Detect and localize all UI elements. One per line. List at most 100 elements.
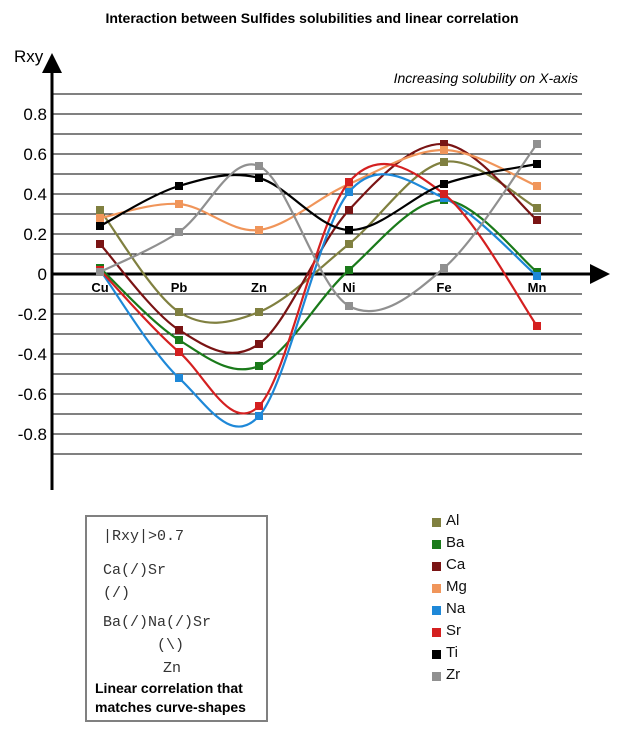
x-axis-arrow bbox=[590, 264, 610, 284]
data-point bbox=[175, 326, 183, 334]
y-tick-labels: 0.8 0.6 0.4 0.2 0 -0.2 -0.4 -0.6 -0.8 bbox=[18, 105, 47, 444]
legend-swatch bbox=[432, 628, 441, 637]
data-point bbox=[175, 200, 183, 208]
data-point bbox=[96, 222, 104, 230]
legend-label: Zr bbox=[446, 666, 461, 683]
data-point bbox=[533, 272, 541, 280]
data-point bbox=[96, 214, 104, 222]
data-point bbox=[345, 240, 353, 248]
series-line bbox=[99, 160, 538, 324]
data-point bbox=[255, 308, 263, 316]
x-category-label: Zn bbox=[251, 280, 267, 295]
data-point bbox=[175, 308, 183, 316]
x-category-label: Ni bbox=[343, 280, 356, 295]
chart-title: Interaction between Sulfides solubilitie… bbox=[105, 10, 518, 26]
data-point bbox=[440, 264, 448, 272]
data-point bbox=[440, 146, 448, 154]
data-point bbox=[533, 160, 541, 168]
y-tick-label: -0.8 bbox=[18, 425, 47, 444]
y-axis-arrow bbox=[42, 53, 62, 73]
legend-swatch bbox=[432, 606, 441, 615]
data-point bbox=[255, 362, 263, 370]
data-point bbox=[255, 412, 263, 420]
notes-caption-line1: Linear correlation that bbox=[95, 680, 243, 696]
legend-label: Mg bbox=[446, 578, 467, 595]
series-al bbox=[96, 158, 541, 324]
x-category-label: Cu bbox=[91, 280, 108, 295]
legend-swatch bbox=[432, 584, 441, 593]
data-point bbox=[255, 174, 263, 182]
legend-label: Na bbox=[446, 600, 466, 617]
series-line bbox=[99, 148, 538, 232]
data-point bbox=[96, 268, 104, 276]
y-tick-label: 0.2 bbox=[23, 225, 47, 244]
data-point bbox=[255, 226, 263, 234]
y-tick-label: 0.8 bbox=[23, 105, 47, 124]
data-point bbox=[440, 158, 448, 166]
notes-line-backslash: (\) bbox=[157, 637, 185, 654]
legend-label: Ti bbox=[446, 644, 458, 661]
y-tick-label: -0.2 bbox=[18, 305, 47, 324]
notes-caption-line2: matches curve-shapes bbox=[95, 699, 246, 715]
legend-label: Ba bbox=[446, 534, 465, 551]
notes-line-slash: (/) bbox=[103, 585, 131, 602]
data-point bbox=[533, 182, 541, 190]
x-category-label: Mn bbox=[528, 280, 547, 295]
y-tick-label: 0.6 bbox=[23, 145, 47, 164]
legend-swatch bbox=[432, 672, 441, 681]
data-point bbox=[255, 340, 263, 348]
data-point bbox=[440, 190, 448, 198]
data-point bbox=[96, 206, 104, 214]
notes-line-ca-sr: Ca(/)Sr bbox=[103, 562, 167, 579]
legend-swatch bbox=[432, 562, 441, 571]
data-point bbox=[440, 140, 448, 148]
series-line bbox=[99, 143, 538, 313]
y-axis-label: Rxy bbox=[14, 47, 44, 66]
data-point bbox=[345, 266, 353, 274]
legend-label: Sr bbox=[446, 622, 461, 639]
series-zr bbox=[96, 140, 541, 313]
series-line bbox=[99, 162, 538, 232]
data-point bbox=[345, 226, 353, 234]
data-point bbox=[175, 182, 183, 190]
correlation-notes-box: |Rxy|>0.7 Ca(/)Sr (/) Ba(/)Na(/)Sr (\) Z… bbox=[85, 515, 268, 722]
data-point bbox=[96, 240, 104, 248]
axis-annotation: Increasing solubility on X-axis bbox=[394, 70, 578, 86]
x-category-labels: Cu Pb Zn Ni Fe Mn bbox=[91, 280, 546, 295]
series-layer bbox=[96, 140, 541, 428]
axes bbox=[42, 53, 610, 490]
legend-swatch bbox=[432, 540, 441, 549]
y-tick-label: 0 bbox=[38, 265, 47, 284]
x-category-label: Pb bbox=[171, 280, 188, 295]
data-point bbox=[175, 374, 183, 382]
series-line bbox=[99, 173, 538, 428]
legend-label: Al bbox=[446, 512, 460, 529]
data-point bbox=[345, 188, 353, 196]
legend-label: Ca bbox=[446, 556, 466, 573]
data-point bbox=[345, 178, 353, 186]
data-point bbox=[533, 322, 541, 330]
series-ti bbox=[96, 160, 541, 234]
data-point bbox=[440, 180, 448, 188]
notes-line-threshold: |Rxy|>0.7 bbox=[103, 528, 185, 545]
legend-swatch bbox=[432, 650, 441, 659]
data-point bbox=[255, 162, 263, 170]
y-tick-label: -0.4 bbox=[18, 345, 47, 364]
notes-line-zn: Zn bbox=[163, 660, 182, 677]
data-point bbox=[533, 140, 541, 148]
series-line bbox=[99, 198, 538, 371]
notes-line-ba-na-sr: Ba(/)Na(/)Sr bbox=[103, 614, 212, 631]
legend-swatch bbox=[432, 518, 441, 527]
data-point bbox=[533, 216, 541, 224]
data-point bbox=[255, 402, 263, 410]
y-tick-label: -0.6 bbox=[18, 385, 47, 404]
data-point bbox=[345, 302, 353, 310]
data-point bbox=[345, 206, 353, 214]
data-point bbox=[175, 336, 183, 344]
data-point bbox=[533, 204, 541, 212]
data-point bbox=[175, 228, 183, 236]
y-tick-label: 0.4 bbox=[23, 185, 47, 204]
data-point bbox=[175, 348, 183, 356]
x-category-label: Fe bbox=[436, 280, 451, 295]
